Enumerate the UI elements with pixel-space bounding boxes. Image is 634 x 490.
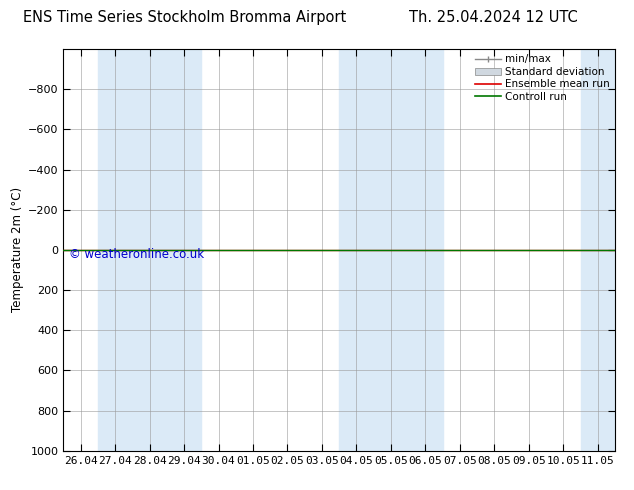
Bar <box>581 49 632 451</box>
Y-axis label: Temperature 2m (°C): Temperature 2m (°C) <box>11 187 24 313</box>
Bar <box>98 49 202 451</box>
Text: Th. 25.04.2024 12 UTC: Th. 25.04.2024 12 UTC <box>410 10 578 24</box>
Bar <box>339 49 443 451</box>
Legend: min/max, Standard deviation, Ensemble mean run, Controll run: min/max, Standard deviation, Ensemble me… <box>473 52 612 104</box>
Text: © weatheronline.co.uk: © weatheronline.co.uk <box>69 248 204 261</box>
Text: ENS Time Series Stockholm Bromma Airport: ENS Time Series Stockholm Bromma Airport <box>23 10 346 24</box>
